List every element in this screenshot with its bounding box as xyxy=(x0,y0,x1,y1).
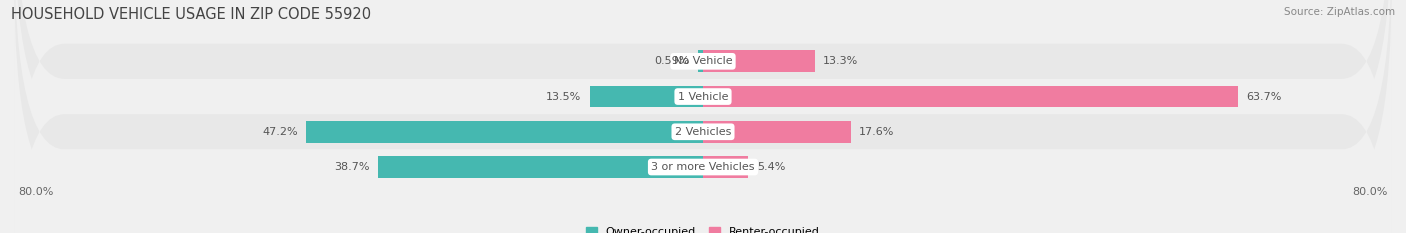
Bar xyxy=(307,121,703,143)
Text: 80.0%: 80.0% xyxy=(18,188,53,197)
Bar xyxy=(703,86,1239,107)
FancyBboxPatch shape xyxy=(14,0,1392,233)
Text: 13.3%: 13.3% xyxy=(823,56,859,66)
Bar xyxy=(703,156,748,178)
Text: 47.2%: 47.2% xyxy=(263,127,298,137)
FancyBboxPatch shape xyxy=(14,0,1392,233)
Text: 13.5%: 13.5% xyxy=(546,92,581,102)
Text: 1 Vehicle: 1 Vehicle xyxy=(678,92,728,102)
FancyBboxPatch shape xyxy=(14,0,1392,233)
Text: No Vehicle: No Vehicle xyxy=(673,56,733,66)
Bar xyxy=(589,86,703,107)
Text: 2 Vehicles: 2 Vehicles xyxy=(675,127,731,137)
Text: 63.7%: 63.7% xyxy=(1247,92,1282,102)
Text: 0.59%: 0.59% xyxy=(654,56,689,66)
FancyBboxPatch shape xyxy=(14,0,1392,233)
Bar xyxy=(703,121,851,143)
Bar xyxy=(378,156,703,178)
Text: 5.4%: 5.4% xyxy=(756,162,785,172)
Text: 38.7%: 38.7% xyxy=(335,162,370,172)
Text: 3 or more Vehicles: 3 or more Vehicles xyxy=(651,162,755,172)
Text: 17.6%: 17.6% xyxy=(859,127,894,137)
Bar xyxy=(703,50,814,72)
Text: HOUSEHOLD VEHICLE USAGE IN ZIP CODE 55920: HOUSEHOLD VEHICLE USAGE IN ZIP CODE 5592… xyxy=(11,7,371,22)
Text: Source: ZipAtlas.com: Source: ZipAtlas.com xyxy=(1284,7,1395,17)
Legend: Owner-occupied, Renter-occupied: Owner-occupied, Renter-occupied xyxy=(581,222,825,233)
Bar xyxy=(697,50,703,72)
Text: 80.0%: 80.0% xyxy=(1353,188,1388,197)
